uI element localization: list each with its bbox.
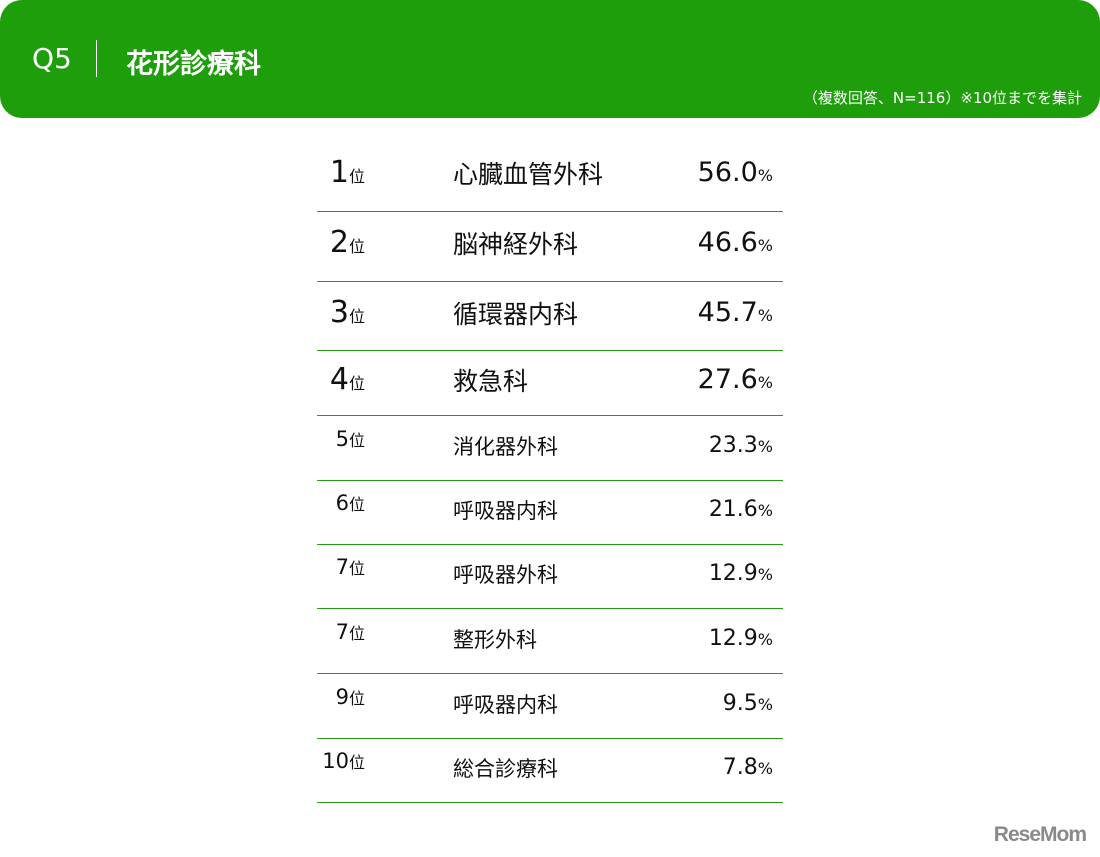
percentage-value: 12.9 [708, 625, 758, 651]
percentage: 12.9% [709, 561, 773, 586]
header-banner: Q5 花形診療科 （複数回答、N=116）※10位までを集計 [0, 0, 1100, 118]
percentage: 9.5% [723, 691, 773, 716]
percentage-value: 21.6 [708, 497, 758, 522]
department-name: 呼吸器内科 [453, 499, 558, 523]
rank-suffix: 位 [348, 559, 365, 578]
resemom-logo: ReseMom [993, 823, 1087, 846]
rank: 3位 [317, 295, 365, 330]
rank-number: 4 [329, 361, 349, 397]
rank-number: 7 [335, 555, 349, 579]
department-name: 心臓血管外科 [453, 160, 604, 189]
percentage-value: 23.3 [708, 432, 758, 458]
rank: 10位 [317, 749, 365, 773]
percent-sign: % [757, 305, 773, 325]
rank-suffix: 位 [348, 167, 365, 186]
department-name: 循環器内科 [453, 299, 579, 329]
department-name: 脳神経外科 [453, 230, 579, 259]
percent-sign: % [757, 372, 773, 392]
department-name: 整形外科 [453, 627, 537, 652]
table-row: 7位 整形外科 12.9% [317, 609, 783, 674]
table-row: 5位 消化器外科 23.3% [317, 416, 783, 481]
percent-sign: % [757, 501, 773, 520]
table-row: 2位 脳神経外科 46.6% [317, 212, 783, 282]
table-row: 1位 心臓血管外科 56.0% [317, 142, 783, 212]
percentage-value: 12.9 [708, 561, 758, 586]
rank-suffix: 位 [348, 430, 365, 450]
rank-suffix: 位 [348, 623, 365, 643]
percentage: 56.0% [698, 157, 773, 188]
rank-suffix: 位 [348, 753, 365, 772]
department-name: 呼吸器外科 [453, 563, 558, 587]
rank-number: 7 [335, 619, 349, 644]
divider [96, 40, 97, 77]
rank-number: 1 [329, 155, 349, 190]
percentage: 12.9% [709, 626, 773, 651]
survey-note: （複数回答、N=116）※10位までを集計 [802, 89, 1082, 107]
percent-sign: % [757, 565, 773, 584]
department-name: 呼吸器内科 [453, 692, 558, 717]
percent-sign: % [757, 629, 773, 649]
percent-sign: % [757, 694, 773, 714]
percent-sign: % [757, 166, 773, 185]
table-row: 10位 総合診療科 7.8% [317, 739, 783, 803]
rank-suffix: 位 [348, 373, 365, 393]
percentage: 21.6% [709, 497, 773, 522]
rank: 1位 [317, 155, 365, 190]
percentage-value: 45.7 [697, 296, 758, 328]
department-name: 総合診療科 [453, 757, 558, 781]
rank-number: 9 [335, 684, 349, 709]
rank: 6位 [317, 491, 365, 515]
table-row: 7位 呼吸器外科 12.9% [317, 545, 783, 609]
percentage: 45.7% [698, 297, 773, 328]
question-number: Q5 [32, 42, 72, 75]
rank: 7位 [317, 620, 365, 644]
percent-sign: % [757, 759, 773, 778]
rank-number: 2 [329, 225, 349, 260]
percentage: 27.6% [698, 364, 773, 395]
ranking-table: 1位 心臓血管外科 56.0% 2位 脳神経外科 46.6% 3位 循環器内科 45.7% 4位救… [317, 142, 783, 803]
percentage-value: 56.0 [697, 157, 758, 188]
percentage-value: 7.8 [722, 755, 758, 780]
rank-number: 5 [335, 426, 349, 451]
table-row: 3位 循環器内科 45.7% [317, 282, 783, 351]
rank-suffix: 位 [348, 688, 365, 708]
percentage: 7.8% [723, 755, 773, 780]
table-row: 4位 救急科 27.6% [317, 351, 783, 416]
rank: 5位 [317, 427, 365, 451]
rank: 2位 [317, 225, 365, 260]
rank-number: 3 [329, 294, 349, 330]
percentage-value: 27.6 [697, 363, 758, 395]
page-title: 花形診療科 [126, 49, 261, 80]
rank-suffix: 位 [348, 237, 365, 256]
percent-sign: % [757, 436, 773, 456]
rank-number: 6 [335, 491, 349, 515]
rank-number: 10 [322, 749, 349, 773]
percent-sign: % [757, 236, 773, 255]
department-name: 消化器外科 [453, 434, 558, 459]
percentage-value: 46.6 [697, 227, 758, 258]
rank: 7位 [317, 555, 365, 579]
table-row: 9位 呼吸器内科 9.5% [317, 674, 783, 739]
rank-suffix: 位 [348, 306, 365, 326]
rank: 4位 [317, 362, 365, 397]
percentage: 23.3% [709, 433, 773, 458]
rank: 9位 [317, 685, 365, 709]
table-row: 6位 呼吸器内科 21.6% [317, 481, 783, 545]
rank-suffix: 位 [348, 495, 365, 514]
percentage-value: 9.5 [722, 690, 758, 716]
department-name: 救急科 [453, 366, 529, 396]
percentage: 46.6% [698, 227, 773, 258]
